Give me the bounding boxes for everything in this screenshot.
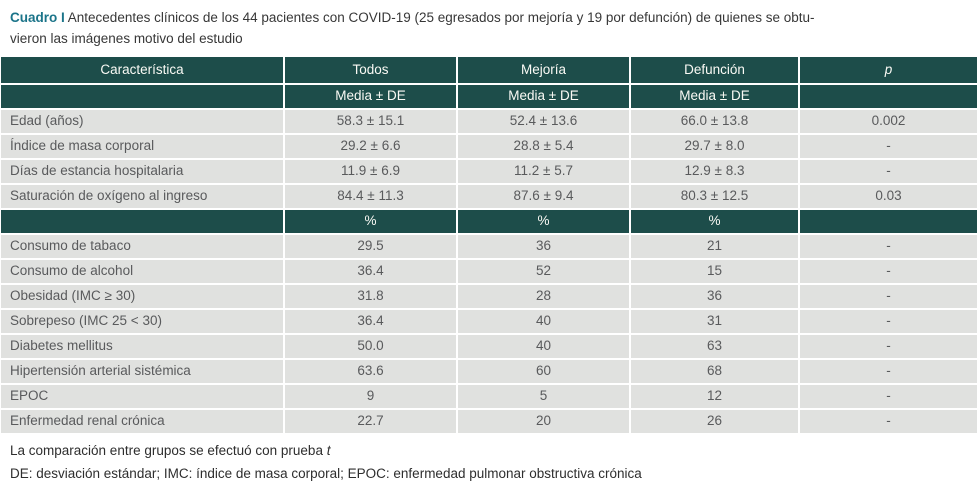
caption-line2: vieron las imágenes motivo del estudio xyxy=(10,31,243,47)
value-defuncion: 80.3 ± 12.5 xyxy=(631,184,798,208)
col-header-defuncion: Defunción xyxy=(631,56,798,83)
value-todos: 58.3 ± 15.1 xyxy=(285,109,456,133)
value-defuncion: 66.0 ± 13.8 xyxy=(631,109,798,133)
value-defuncion: 15 xyxy=(631,259,798,283)
row-label: Sobrepeso (IMC 25 < 30) xyxy=(1,309,283,333)
table-caption: Cuadro I Antecedentes clínicos de los 44… xyxy=(0,0,978,55)
subheader-blank-p xyxy=(800,84,977,108)
value-mejoria: 28 xyxy=(458,284,629,308)
row-label: Índice de masa corporal xyxy=(1,134,283,158)
subheader-media-de-mejoria: Media ± DE xyxy=(458,84,629,108)
row-label: Obesidad (IMC ≥ 30) xyxy=(1,284,283,308)
value-defuncion: 21 xyxy=(631,234,798,258)
percent-header-todos: % xyxy=(285,209,456,233)
percent-header-blank-p xyxy=(800,209,977,233)
row-label: Días de estancia hospitalaria xyxy=(1,159,283,183)
value-todos: 36.4 xyxy=(285,259,456,283)
value-mejoria: 87.6 ± 9.4 xyxy=(458,184,629,208)
col-header-p: p xyxy=(800,56,977,83)
value-mejoria: 5 xyxy=(458,384,629,408)
row-label: Saturación de oxígeno al ingreso xyxy=(1,184,283,208)
value-defuncion: 26 xyxy=(631,409,798,433)
col-header-mejoria: Mejoría xyxy=(458,56,629,83)
row-label: Diabetes mellitus xyxy=(1,334,283,358)
value-defuncion: 36 xyxy=(631,284,798,308)
value-defuncion: 31 xyxy=(631,309,798,333)
value-p: - xyxy=(800,309,977,333)
value-p: - xyxy=(800,259,977,283)
value-mejoria: 40 xyxy=(458,334,629,358)
value-todos: 36.4 xyxy=(285,309,456,333)
row-label: Enfermedad renal crónica xyxy=(1,409,283,433)
value-p: - xyxy=(800,134,977,158)
value-p: - xyxy=(800,359,977,383)
value-todos: 22.7 xyxy=(285,409,456,433)
footnote-comparison: La comparación entre grupos se efectuó c… xyxy=(10,443,330,458)
value-p: - xyxy=(800,384,977,408)
value-mejoria: 60 xyxy=(458,359,629,383)
value-todos: 50.0 xyxy=(285,334,456,358)
value-defuncion: 68 xyxy=(631,359,798,383)
value-todos: 29.2 ± 6.6 xyxy=(285,134,456,158)
value-todos: 29.5 xyxy=(285,234,456,258)
value-mejoria: 20 xyxy=(458,409,629,433)
value-mejoria: 52 xyxy=(458,259,629,283)
value-todos: 84.4 ± 11.3 xyxy=(285,184,456,208)
value-defuncion: 12 xyxy=(631,384,798,408)
value-mejoria: 36 xyxy=(458,234,629,258)
value-defuncion: 29.7 ± 8.0 xyxy=(631,134,798,158)
value-todos: 63.6 xyxy=(285,359,456,383)
subheader-blank-caracteristica xyxy=(1,84,283,108)
value-defuncion: 63 xyxy=(631,334,798,358)
percent-header-blank-caracteristica xyxy=(1,209,283,233)
value-todos: 11.9 ± 6.9 xyxy=(285,159,456,183)
value-p: 0.002 xyxy=(800,109,977,133)
clinical-characteristics-table: Característica Todos Mejoría Defunción p… xyxy=(1,56,977,433)
caption-label: Cuadro I xyxy=(10,10,65,25)
value-mejoria: 28.8 ± 5.4 xyxy=(458,134,629,158)
value-mejoria: 11.2 ± 5.7 xyxy=(458,159,629,183)
value-p: - xyxy=(800,284,977,308)
row-label: Consumo de tabaco xyxy=(1,234,283,258)
value-todos: 31.8 xyxy=(285,284,456,308)
row-label: EPOC xyxy=(1,384,283,408)
footnote-comparison-text: La comparación entre grupos se efectuó c… xyxy=(10,442,327,458)
percent-header-defuncion: % xyxy=(631,209,798,233)
row-label: Hipertensión arterial sistémica xyxy=(1,359,283,383)
value-p: - xyxy=(800,159,977,183)
row-label: Edad (años) xyxy=(1,109,283,133)
value-mejoria: 40 xyxy=(458,309,629,333)
percent-header-mejoria: % xyxy=(458,209,629,233)
value-todos: 9 xyxy=(285,384,456,408)
value-mejoria: 52.4 ± 13.6 xyxy=(458,109,629,133)
subheader-media-de-todos: Media ± DE xyxy=(285,84,456,108)
value-defuncion: 12.9 ± 8.3 xyxy=(631,159,798,183)
subheader-media-de-defuncion: Media ± DE xyxy=(631,84,798,108)
caption-line1: Antecedentes clínicos de los 44 paciente… xyxy=(67,10,815,25)
footnote-abbreviations: DE: desviación estándar; IMC: índice de … xyxy=(10,465,642,481)
value-p: - xyxy=(800,334,977,358)
col-header-todos: Todos xyxy=(285,56,456,83)
prueba-t-italic: t xyxy=(326,442,331,458)
col-header-caracteristica: Característica xyxy=(1,56,283,83)
value-p: - xyxy=(800,409,977,433)
row-label: Consumo de alcohol xyxy=(1,259,283,283)
value-p: - xyxy=(800,234,977,258)
value-p: 0.03 xyxy=(800,184,977,208)
footnotes: La comparación entre grupos se efectuó c… xyxy=(0,433,978,486)
